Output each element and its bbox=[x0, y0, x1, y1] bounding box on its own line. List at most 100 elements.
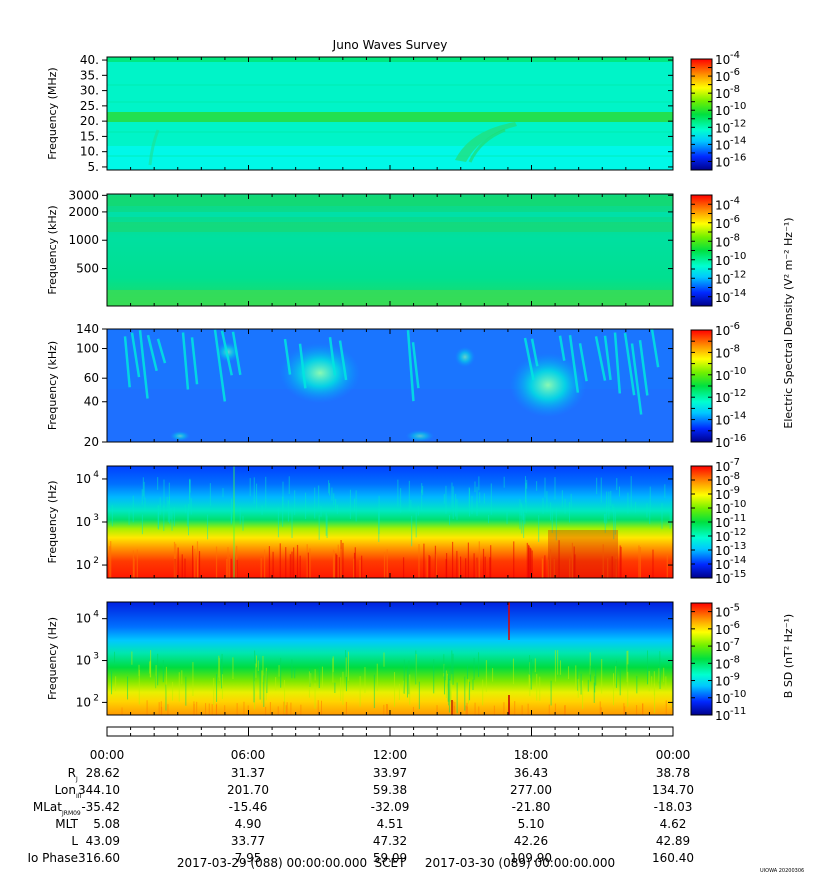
ephemeris-value: -15.46 bbox=[229, 800, 268, 814]
colorbar-label: 10 bbox=[715, 488, 730, 502]
y-axis-label: Frequency (Hz) bbox=[46, 481, 59, 564]
burst-streak bbox=[298, 343, 307, 389]
burst-streak bbox=[231, 331, 242, 376]
ephemeris-row: MLat JRM09 -35.42 -15.46 -32.09 -21.80 -18.03 bbox=[33, 800, 692, 817]
time-tick-label: 18:00 bbox=[514, 748, 549, 762]
colorbar-label-exponent: -10 bbox=[730, 366, 746, 377]
y-tick-label: 30. bbox=[80, 84, 99, 98]
colorbar-label-exponent: -14 bbox=[730, 555, 746, 566]
burst-streak bbox=[123, 336, 131, 388]
colorbar-label-exponent: -12 bbox=[730, 118, 746, 129]
colorbar-label-exponent: -16 bbox=[730, 152, 746, 163]
y-tick-label: 10 bbox=[76, 695, 91, 709]
colorbar-label-exponent: -6 bbox=[730, 67, 740, 78]
y-tick-exponent: 2 bbox=[93, 556, 99, 566]
y-axis-label: Frequency (Hz) bbox=[46, 617, 59, 700]
colorbar-label-exponent: -6 bbox=[730, 214, 740, 225]
y-tick-label: 10 bbox=[76, 654, 91, 668]
colorbar-label: 10 bbox=[715, 155, 730, 169]
panel-hz-magnetic bbox=[107, 602, 673, 715]
y-tick-label: 140 bbox=[76, 322, 99, 336]
colorbar-label-exponent: -8 bbox=[730, 232, 740, 243]
burst-streak bbox=[406, 330, 415, 402]
colorbar-label-exponent: -8 bbox=[730, 654, 740, 665]
ephemeris-value: 201.70 bbox=[227, 783, 269, 797]
colorbar-label: 10 bbox=[715, 474, 730, 488]
colorbar-label: 10 bbox=[715, 369, 730, 383]
ephemeris-value: 59.09 bbox=[373, 851, 407, 865]
y-tick-label: 10 bbox=[76, 515, 91, 529]
y-tick-exponent: 3 bbox=[93, 513, 99, 523]
footer-stamp: UIOWA 20200306 bbox=[760, 868, 804, 874]
ephemeris-label-subscript: J bbox=[75, 776, 78, 783]
y-axis-label: Frequency (MHz) bbox=[46, 67, 59, 159]
ephemeris-value: -18.03 bbox=[654, 800, 693, 814]
colorbar-label-exponent: -10 bbox=[730, 101, 746, 112]
y-tick-label: 10. bbox=[80, 145, 99, 159]
colorbar-label: 10 bbox=[715, 606, 730, 620]
y-tick-label: 10 bbox=[76, 558, 91, 572]
ephemeris-value: 42.26 bbox=[514, 834, 548, 848]
colorbar-label: 10 bbox=[715, 544, 730, 558]
ephemeris-value: 33.97 bbox=[373, 766, 407, 780]
ephemeris-value: 36.43 bbox=[514, 766, 548, 780]
ephemeris-value: 134.70 bbox=[652, 783, 694, 797]
colorbar-label: 10 bbox=[715, 104, 730, 118]
axes-panel-3: 140 100 60 40 20 Frequency (kHz) bbox=[46, 322, 674, 449]
ephemeris-value: 28.62 bbox=[86, 766, 120, 780]
ephemeris-value: 316.60 bbox=[78, 851, 120, 865]
y-tick-label: 40. bbox=[80, 53, 99, 67]
y-axis-label: Frequency (kHz) bbox=[46, 205, 59, 294]
panel-khz-low bbox=[107, 329, 673, 442]
y-tick-label: 100 bbox=[76, 342, 99, 356]
burst-streak bbox=[213, 329, 227, 402]
y-tick-label: 3000 bbox=[68, 188, 99, 202]
burst-streak bbox=[190, 337, 199, 385]
burst-streak bbox=[156, 338, 167, 364]
burst-streak bbox=[146, 334, 158, 372]
burst-streak bbox=[181, 332, 190, 390]
ephemeris-row: L 43.09 33.77 47.32 42.26 42.89 bbox=[71, 834, 690, 848]
colorbar-label: 10 bbox=[715, 675, 730, 689]
ephemeris-value: -21.80 bbox=[512, 800, 551, 814]
colorbar-label: 10 bbox=[715, 657, 730, 671]
colorbar-label: 10 bbox=[715, 254, 730, 268]
colorbar-label-exponent: -7 bbox=[730, 457, 740, 468]
colorbar-label-exponent: -12 bbox=[730, 388, 746, 399]
time-tick-label: 06:00 bbox=[231, 748, 266, 762]
burst-streak bbox=[338, 340, 348, 381]
burst-streak bbox=[220, 330, 233, 376]
colorbar-label-exponent: -7 bbox=[730, 637, 740, 648]
ephemeris-value: 42.89 bbox=[656, 834, 690, 848]
colorbar-label-exponent: -13 bbox=[730, 541, 746, 552]
ephemeris-value: -35.42 bbox=[81, 800, 120, 814]
colorbar-label: 10 bbox=[715, 502, 730, 516]
ephemeris-value: 5.10 bbox=[518, 817, 545, 831]
colorbar-label: 10 bbox=[715, 138, 730, 152]
axes-panel-2: 3000 2000 1000 500 Frequency (kHz) bbox=[46, 188, 674, 307]
colorbar-label-exponent: -10 bbox=[730, 689, 746, 700]
colorbar-label-exponent: -14 bbox=[730, 135, 746, 146]
colorbar-label-exponent: -10 bbox=[730, 499, 746, 510]
colorbar-label-electric: Electric Spectral Density (V² m⁻² Hz⁻¹) bbox=[782, 217, 795, 428]
y-axis-label: Frequency (kHz) bbox=[46, 341, 59, 430]
y-tick-label: 20 bbox=[84, 435, 99, 449]
footer-start: 2017-03-29 (088) 00:00:00.000 bbox=[177, 856, 367, 870]
burst-streak bbox=[578, 343, 588, 382]
ephemeris-label: L bbox=[71, 834, 78, 848]
colorbar-label: 10 bbox=[715, 516, 730, 530]
ephemeris-value: 5.08 bbox=[93, 817, 120, 831]
colorbar-label-exponent: -4 bbox=[730, 50, 740, 61]
colorbar-label-magnetic: B SD (nT² Hz⁻¹) bbox=[782, 614, 795, 698]
colorbar-label-exponent: -12 bbox=[730, 269, 746, 280]
colorbar-label-exponent: -10 bbox=[730, 251, 746, 262]
colorbar-label-exponent: -14 bbox=[730, 411, 746, 422]
colorbar-label-exponent: -9 bbox=[730, 672, 740, 683]
ephemeris-value: 33.77 bbox=[231, 834, 265, 848]
